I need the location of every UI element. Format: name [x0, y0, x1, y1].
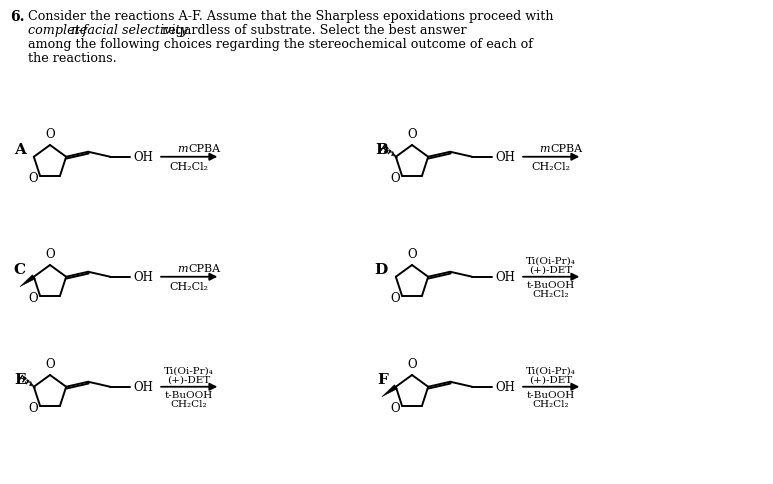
Text: O: O — [29, 401, 38, 414]
Text: CPBA: CPBA — [188, 143, 220, 153]
Text: CH₂Cl₂: CH₂Cl₂ — [533, 289, 570, 298]
Text: t-BuOOH: t-BuOOH — [165, 390, 213, 399]
Text: OH: OH — [133, 380, 153, 393]
Text: t-BuOOH: t-BuOOH — [527, 390, 575, 399]
Text: among the following choices regarding the stereochemical outcome of each of: among the following choices regarding th… — [28, 38, 533, 51]
Polygon shape — [382, 385, 397, 397]
Text: O: O — [390, 292, 400, 304]
Text: (+)-DET: (+)-DET — [530, 265, 573, 274]
Text: CH₂Cl₂: CH₂Cl₂ — [169, 161, 209, 171]
Text: O: O — [45, 128, 55, 141]
Text: CH₂Cl₂: CH₂Cl₂ — [171, 399, 207, 408]
Text: CH₂Cl₂: CH₂Cl₂ — [532, 161, 570, 171]
Text: Ti(Oi-Pr)₄: Ti(Oi-Pr)₄ — [526, 366, 576, 375]
Text: Ti(Oi-Pr)₄: Ti(Oi-Pr)₄ — [164, 366, 214, 375]
Text: OH: OH — [495, 380, 515, 393]
Text: A: A — [14, 143, 26, 157]
Text: E: E — [15, 372, 26, 386]
Text: Consider the reactions A-F. Assume that the Sharpless epoxidations proceed with: Consider the reactions A-F. Assume that … — [28, 10, 553, 23]
Text: O: O — [45, 357, 55, 370]
Text: B: B — [375, 143, 388, 157]
Text: CH₂Cl₂: CH₂Cl₂ — [169, 281, 209, 291]
Text: O: O — [29, 292, 38, 304]
Text: (+)-DET: (+)-DET — [530, 375, 573, 384]
Text: OH: OH — [133, 151, 153, 164]
Text: π-facial selectivity: π-facial selectivity — [70, 24, 188, 37]
Text: m: m — [178, 143, 188, 153]
Text: (+)-DET: (+)-DET — [168, 375, 211, 384]
Text: m: m — [178, 263, 188, 273]
Text: O: O — [407, 357, 417, 370]
Text: complete: complete — [28, 24, 91, 37]
Text: O: O — [390, 172, 400, 185]
Text: m: m — [540, 143, 550, 153]
Text: O: O — [45, 247, 55, 260]
Text: t-BuOOH: t-BuOOH — [527, 280, 575, 289]
Text: OH: OH — [495, 151, 515, 164]
Text: O: O — [29, 172, 38, 185]
Text: CPBA: CPBA — [188, 263, 220, 273]
Text: OH: OH — [495, 271, 515, 284]
Text: Ti(Oi-Pr)₄: Ti(Oi-Pr)₄ — [526, 256, 576, 265]
Text: CPBA: CPBA — [550, 143, 582, 153]
Text: D: D — [375, 262, 388, 276]
Text: O: O — [390, 401, 400, 414]
Text: 6.: 6. — [10, 10, 25, 24]
Text: O: O — [407, 247, 417, 260]
Text: OH: OH — [133, 271, 153, 284]
Text: the reactions.: the reactions. — [28, 52, 117, 65]
Text: C: C — [14, 262, 26, 276]
Text: O: O — [407, 128, 417, 141]
Text: F: F — [377, 372, 388, 386]
Text: regardless of substrate. Select the best answer: regardless of substrate. Select the best… — [158, 24, 467, 37]
Text: CH₂Cl₂: CH₂Cl₂ — [533, 399, 570, 408]
Polygon shape — [20, 275, 36, 287]
